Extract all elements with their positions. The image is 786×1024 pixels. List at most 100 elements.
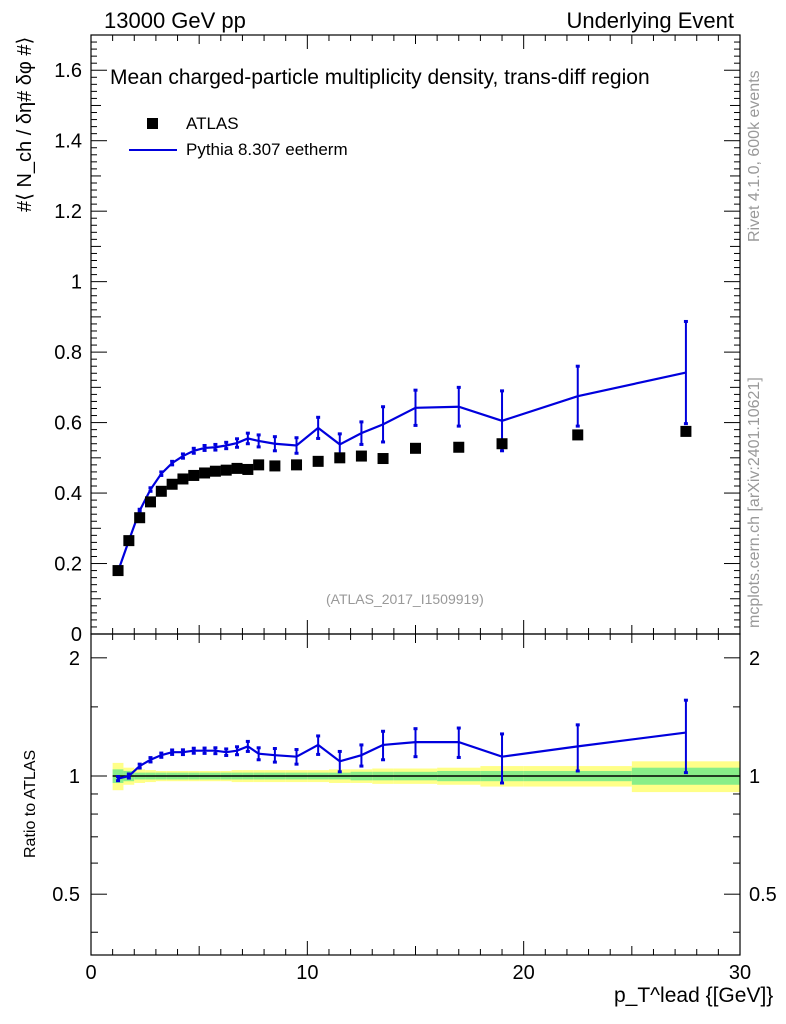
x-tick-label: 0 bbox=[85, 962, 96, 984]
ratio-error-cap bbox=[116, 779, 121, 783]
pythia-error-cap bbox=[191, 451, 196, 455]
pythia-error-cap bbox=[272, 449, 277, 453]
pythia-error-cap bbox=[575, 364, 580, 368]
top-y-tick-label: 0.8 bbox=[54, 342, 82, 364]
x-tick-label: 10 bbox=[296, 962, 318, 984]
ratio-panel-frame bbox=[90, 633, 741, 956]
pythia-error-cap bbox=[256, 433, 261, 437]
pythia-error-cap bbox=[137, 507, 142, 511]
pythia-error-cap bbox=[683, 319, 688, 323]
ratio-y-tick-label-right: 2 bbox=[749, 648, 760, 670]
ratio-error-cap bbox=[456, 726, 461, 730]
top-y-tick-label: 0.4 bbox=[54, 483, 82, 505]
atlas-data-point bbox=[377, 453, 389, 465]
ratio-error-cap bbox=[500, 732, 505, 736]
atlas-data-point bbox=[177, 473, 189, 485]
pythia-error-cap bbox=[235, 445, 240, 449]
x-tick-label: 20 bbox=[513, 962, 535, 984]
legend-atlas-marker bbox=[147, 118, 158, 129]
pythia-error-cap bbox=[359, 420, 364, 424]
ratio-error-cap bbox=[575, 769, 580, 773]
ratio-error-cap bbox=[170, 748, 175, 752]
pythia-error-cap bbox=[337, 432, 342, 436]
legend-atlas-label: ATLAS bbox=[186, 114, 239, 133]
pythia-error-cap bbox=[213, 448, 218, 452]
ratio-error-cap bbox=[180, 748, 185, 752]
pythia-error-cap bbox=[500, 389, 505, 393]
pythia-error-cap bbox=[180, 452, 185, 456]
ratio-error-cap bbox=[337, 749, 342, 753]
ratio-error-cap bbox=[272, 760, 277, 764]
ratio-error-cap bbox=[180, 753, 185, 757]
ratio-error-cap bbox=[202, 746, 207, 750]
top-y-tick-label: 1.4 bbox=[54, 131, 82, 153]
header-right: Underlying Event bbox=[566, 8, 734, 33]
atlas-data-point bbox=[144, 496, 156, 508]
ratio-error-cap bbox=[272, 747, 277, 751]
ratio-y-tick-label-right: 0.5 bbox=[749, 884, 777, 906]
ratio-error-cap bbox=[224, 753, 229, 757]
atlas-data-point bbox=[496, 438, 508, 450]
top-y-axis-label: #⟨ N_ch / δη# δφ #⟩ bbox=[14, 36, 36, 212]
ratio-error-cap bbox=[191, 751, 196, 755]
pythia-error-cap bbox=[294, 451, 299, 455]
ratio-y-tick-label-left: 1 bbox=[69, 766, 80, 788]
atlas-data-point bbox=[209, 465, 221, 477]
pythia-error-cap bbox=[170, 463, 175, 467]
axis-ticks bbox=[90, 34, 741, 955]
atlas-data-point bbox=[123, 535, 135, 547]
ratio-error-cap bbox=[245, 749, 250, 753]
ratio-error-cap bbox=[500, 781, 505, 785]
pythia-error-cap bbox=[316, 415, 321, 419]
atlas-data-point bbox=[572, 429, 584, 441]
atlas-data-point bbox=[355, 450, 367, 462]
atlas-data-point bbox=[410, 442, 421, 454]
pythia-error-cap bbox=[575, 424, 580, 428]
atlas-data-point bbox=[242, 463, 254, 475]
top-y-tick-label: 0.6 bbox=[54, 413, 82, 435]
ratio-error-cap bbox=[316, 752, 321, 756]
pythia-error-cap bbox=[359, 442, 364, 446]
ratio-error-cap bbox=[575, 723, 580, 727]
ratio-error-cap bbox=[213, 752, 218, 756]
ratio-error-cap bbox=[213, 746, 218, 750]
ratio-error-cap bbox=[359, 764, 364, 768]
legend-pythia-label: Pythia 8.307 eetherm bbox=[186, 140, 348, 159]
pythia-error-cap bbox=[148, 486, 153, 490]
pythia-error-cap bbox=[180, 456, 185, 460]
ratio-error-cap bbox=[381, 758, 386, 762]
top-y-tick-label: 0 bbox=[71, 624, 82, 646]
ratio-error-cap bbox=[245, 739, 250, 743]
ratio-error-cap bbox=[683, 698, 688, 702]
pythia-error-cap bbox=[456, 385, 461, 389]
pythia-error-cap bbox=[272, 435, 277, 439]
atlas-data-point bbox=[231, 462, 243, 474]
atlas-data-point bbox=[334, 452, 346, 464]
ratio-error-cap bbox=[159, 751, 164, 755]
ratio-error-cap bbox=[148, 760, 153, 764]
ratio-error-cap bbox=[456, 755, 461, 759]
rivet-info: Rivet 4.1.0, 600k events bbox=[746, 70, 763, 242]
pythia-error-cap bbox=[235, 437, 240, 441]
atlas-data-point bbox=[269, 460, 281, 472]
pythia-error-cap bbox=[381, 405, 386, 409]
top-y-tick-label: 1.6 bbox=[54, 60, 82, 82]
ratio-error-bars bbox=[116, 698, 688, 785]
ratio-error-cap bbox=[126, 772, 131, 776]
ratio-error-cap bbox=[224, 747, 229, 751]
atlas-data-point bbox=[199, 467, 211, 479]
pythia-error-cap bbox=[224, 440, 229, 444]
pythia-error-cap bbox=[683, 422, 688, 426]
pythia-error-cap bbox=[413, 388, 418, 392]
ratio-error-cap bbox=[337, 770, 342, 774]
ratio-error-cap bbox=[256, 758, 261, 762]
pythia-error-cap bbox=[413, 423, 418, 427]
atlas-data-point bbox=[291, 459, 303, 471]
ratio-error-cap bbox=[202, 751, 207, 755]
pythia-error-cap bbox=[202, 448, 207, 452]
ratio-error-cap bbox=[137, 762, 142, 766]
pythia-error-cap bbox=[148, 489, 153, 493]
pythia-error-cap bbox=[202, 443, 207, 447]
atlas-data-point bbox=[253, 459, 265, 471]
ratio-error-cap bbox=[116, 775, 121, 779]
